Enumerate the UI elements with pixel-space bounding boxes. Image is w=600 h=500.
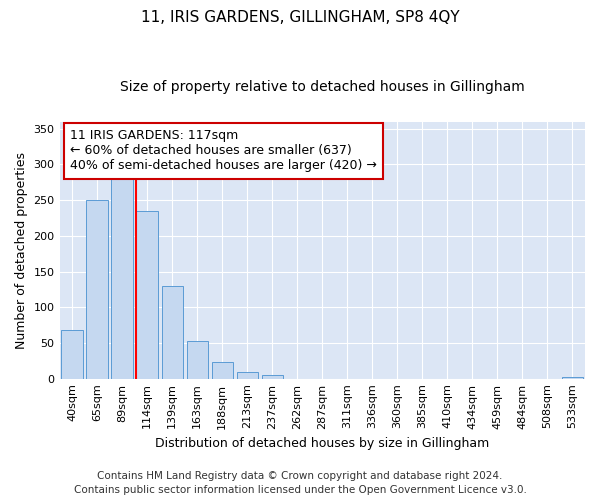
X-axis label: Distribution of detached houses by size in Gillingham: Distribution of detached houses by size … [155,437,490,450]
Bar [212,362,233,378]
Bar [136,211,158,378]
Bar [262,375,283,378]
Bar [61,330,83,378]
Text: Contains HM Land Registry data © Crown copyright and database right 2024.
Contai: Contains HM Land Registry data © Crown c… [74,471,526,495]
Y-axis label: Number of detached properties: Number of detached properties [15,152,28,348]
Title: Size of property relative to detached houses in Gillingham: Size of property relative to detached ho… [120,80,524,94]
Text: 11, IRIS GARDENS, GILLINGHAM, SP8 4QY: 11, IRIS GARDENS, GILLINGHAM, SP8 4QY [140,10,460,25]
Bar [562,376,583,378]
Text: 11 IRIS GARDENS: 117sqm
← 60% of detached houses are smaller (637)
40% of semi-d: 11 IRIS GARDENS: 117sqm ← 60% of detache… [70,130,377,172]
Bar [187,341,208,378]
Bar [112,172,133,378]
Bar [86,200,108,378]
Bar [236,372,258,378]
Bar [161,286,183,378]
